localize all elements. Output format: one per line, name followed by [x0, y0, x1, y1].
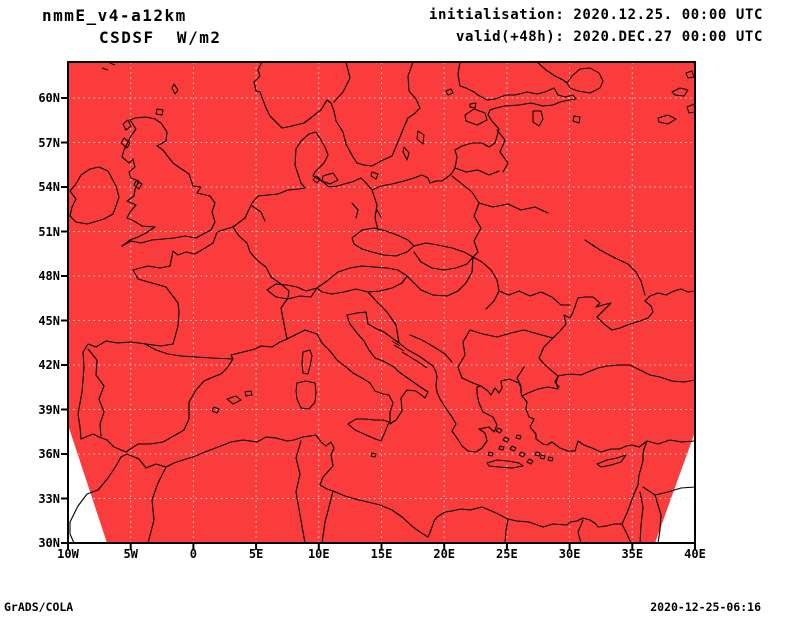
country-borders: [87, 61, 696, 544]
lon-tick-label: 15E: [370, 547, 393, 561]
lat-tick-label: 45N: [38, 313, 60, 328]
lon-tick-label: 5W: [123, 547, 138, 561]
lat-tick-label: 36N: [38, 447, 60, 461]
axis-ticks: [61, 97, 696, 550]
graticule: [68, 62, 695, 543]
lat-tick-label: 39N: [38, 402, 60, 417]
model-title: nmmE_v4-a12km: [42, 6, 187, 25]
lat-tick-label: 60N: [38, 91, 60, 105]
coastlines: [69, 61, 696, 544]
creation-timestamp: 2020-12-25-06:16: [650, 600, 761, 614]
lat-tick-label: 57N: [38, 135, 60, 150]
lat-tick-label: 30N: [38, 536, 60, 550]
variable-title: CSDSF W/m2: [99, 28, 222, 47]
lon-tick-label: 0: [189, 547, 198, 561]
lon-tick-label: 25E: [496, 547, 518, 561]
lat-tick-label: 51N: [38, 224, 60, 239]
grads-credit: GrADS/COLA: [4, 600, 74, 614]
lon-tick-label: 5E: [248, 547, 264, 561]
lat-tick-label: 42N: [38, 358, 60, 372]
initialisation-time: initialisation: 2020.12.25. 00:00 UTC: [428, 7, 763, 23]
lon-tick-label: 30E: [558, 547, 581, 561]
lon-tick-label: 40E: [684, 547, 706, 561]
lon-tick-label: 20E: [433, 547, 456, 561]
lon-tick-label: 35E: [621, 547, 644, 561]
lat-tick-label: 54N: [38, 180, 60, 194]
lon-tick-label: 10E: [307, 547, 330, 561]
lon-tick-label: 10W: [57, 547, 79, 561]
lat-tick-label: 33N: [38, 491, 60, 506]
valid-time: valid(+48h): 2020.DEC.27 00:00 UTC: [456, 29, 763, 45]
lat-tick-label: 48N: [38, 269, 60, 283]
